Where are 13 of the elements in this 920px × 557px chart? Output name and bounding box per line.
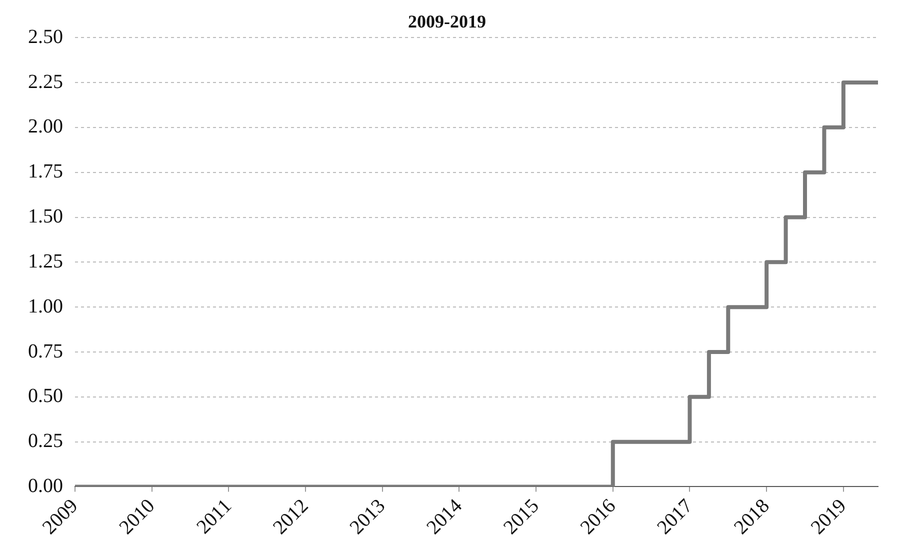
y-tick-label: 0.50: [28, 385, 63, 408]
chart-title: 2009-2019: [408, 11, 486, 32]
x-tick-label: 2011: [192, 494, 236, 538]
y-tick-label: 2.50: [28, 26, 63, 48]
y-tick-label: 0.00: [28, 474, 63, 497]
y-tick-label: 2.25: [28, 70, 63, 93]
y-tick-label: 0.75: [28, 340, 63, 362]
y-tick-label: 1.00: [28, 295, 63, 318]
y-tick-label: 1.50: [28, 206, 63, 228]
y-tick-label: 2.00: [28, 116, 63, 138]
y-tick-label: 0.25: [28, 430, 63, 452]
y-tick-label: 1.75: [28, 160, 63, 183]
y-tick-label: 1.25: [28, 250, 63, 272]
